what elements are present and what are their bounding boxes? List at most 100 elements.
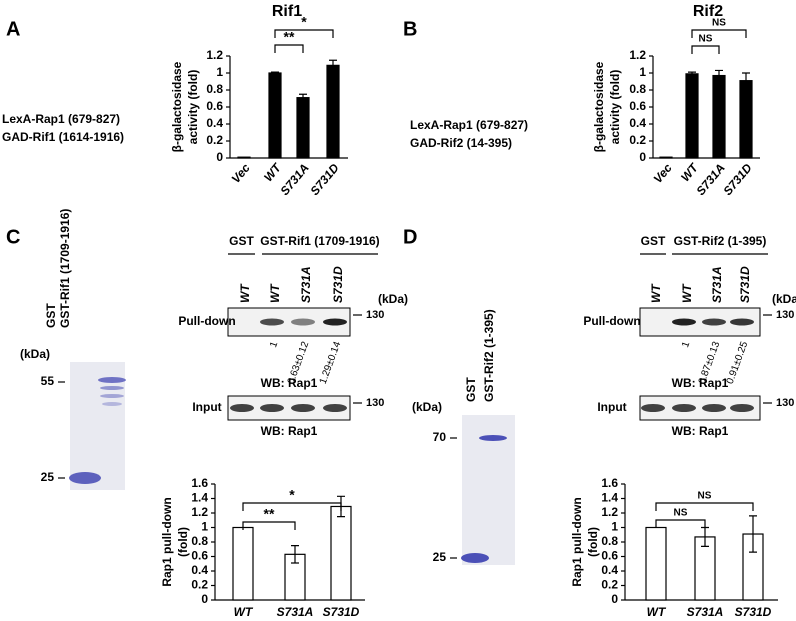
y-tick-label: 0.6 (629, 99, 646, 113)
panel-letter: D (403, 226, 417, 248)
x-tick-label: WT (647, 605, 667, 619)
blot-band (260, 318, 284, 326)
blot-band (730, 404, 754, 412)
y-axis-label: β-galactosidase (170, 61, 184, 152)
y-tick-label: 1.4 (191, 491, 208, 505)
x-tick-label: WT (261, 160, 285, 185)
y-axis-label: Rap1 pull-down (570, 497, 584, 586)
blot-band (230, 404, 254, 412)
y-tick-label: 0.6 (191, 549, 208, 563)
bar (659, 156, 673, 159)
y-tick-label: 1.2 (629, 48, 646, 62)
blot-quant: 0.91±0.25 (725, 340, 751, 386)
blot-band (291, 404, 315, 412)
x-tick-label: WT (678, 160, 702, 185)
gel-lane-label: GST (464, 377, 478, 402)
y-tick-label: 1 (201, 520, 208, 534)
y-tick-label: 1.2 (191, 505, 208, 519)
y-tick-label: 0 (216, 150, 223, 164)
blot-lane-label: WT (238, 283, 252, 303)
y-tick-label: 0.8 (629, 82, 646, 96)
blot-group-label: GST (641, 234, 666, 248)
blot-row-label: Input (192, 400, 221, 414)
significance-bracket (655, 502, 754, 511)
y-tick-label: 1 (611, 520, 618, 534)
y-tick-label: 0.4 (629, 116, 646, 130)
blot-marker-label: 130 (366, 309, 384, 321)
blot-group-label: GST-Rif2 (1-395) (674, 234, 767, 248)
gel-lane-label: GST-Rif2 (1-395) (482, 309, 496, 402)
significance-bracket (655, 519, 706, 528)
significance-label: ** (264, 506, 275, 522)
significance-bracket (242, 521, 296, 530)
chart-title: Rif1 (272, 3, 302, 20)
x-tick-label: S731D (323, 605, 360, 619)
x-tick-label: S731A (693, 161, 727, 198)
error-bar (271, 71, 279, 75)
y-tick-label: 1.6 (191, 476, 208, 490)
y-axis-label: Rap1 pull-down (160, 497, 174, 586)
y-tick-label: 0.4 (206, 116, 223, 130)
significance-bracket (274, 29, 334, 38)
blot-quant: 1.29±0.14 (318, 340, 344, 386)
blot-marker-label: 130 (366, 397, 384, 409)
bar (296, 97, 310, 159)
gel-band (98, 377, 126, 383)
y-tick-label: 0 (201, 592, 208, 606)
blot-unit: (kDa) (772, 292, 796, 306)
bar (330, 505, 352, 601)
blot-marker-label: 130 (776, 309, 794, 321)
blot-group-label: GST (229, 234, 254, 248)
blot-lane-label: S731A (710, 266, 724, 303)
significance-label: NS (712, 18, 726, 29)
x-tick-label: S731A (277, 161, 311, 198)
gel-band (461, 553, 489, 563)
x-tick-label: WT (234, 605, 254, 619)
significance-label: NS (699, 34, 713, 45)
bar (232, 526, 254, 601)
significance-label: NS (674, 508, 688, 519)
error-bar (291, 545, 299, 564)
construct-label: GAD-Rif1 (1614-1916) (2, 130, 124, 144)
x-tick-label: S731D (720, 161, 755, 198)
blot-lane-label: S731D (331, 266, 345, 303)
y-tick-label: 1.2 (601, 505, 618, 519)
blot-band (672, 318, 696, 326)
y-tick-label: 1 (639, 65, 646, 79)
y-tick-label: 0.6 (601, 549, 618, 563)
x-tick-label: Vec (651, 161, 675, 186)
blot-wb-label: WB: Rap1 (261, 376, 318, 390)
significance-bracket (274, 44, 304, 53)
bar (685, 73, 699, 159)
blot-wb-label: WB: Rap1 (261, 424, 318, 438)
construct-label: GAD-Rif2 (14-395) (410, 136, 512, 150)
blot-lane-label: S731D (738, 266, 752, 303)
y-tick-label: 0.6 (206, 99, 223, 113)
gel-lane-label: GST-Rif1 (1709-1916) (58, 209, 72, 328)
y-tick-label: 1.6 (601, 476, 618, 490)
blot-lane-label: WT (268, 283, 282, 303)
error-bar (742, 72, 750, 89)
x-tick-label: S731A (277, 605, 314, 619)
blot-wb-label: WB: Rap1 (672, 424, 729, 438)
bar (237, 156, 251, 159)
error-bar (749, 515, 757, 553)
blot-band (291, 318, 315, 326)
blot-band (323, 404, 347, 412)
x-tick-label: S731D (307, 161, 342, 198)
significance-label: NS (698, 491, 712, 502)
gel-lane-label: GST (44, 303, 58, 328)
gel-marker-label: 70 (433, 430, 447, 444)
error-bar (329, 59, 337, 72)
blot-band (672, 404, 696, 412)
y-tick-label: 1.4 (601, 491, 618, 505)
gel-band (102, 402, 122, 406)
construct-label: LexA-Rap1 (679-827) (410, 118, 528, 132)
x-tick-label: S731A (687, 605, 724, 619)
gel-unit: (kDa) (412, 400, 442, 414)
significance-bracket (691, 45, 720, 54)
y-tick-label: 0.8 (601, 534, 618, 548)
bar (645, 526, 667, 601)
panel-letter: A (6, 18, 20, 40)
